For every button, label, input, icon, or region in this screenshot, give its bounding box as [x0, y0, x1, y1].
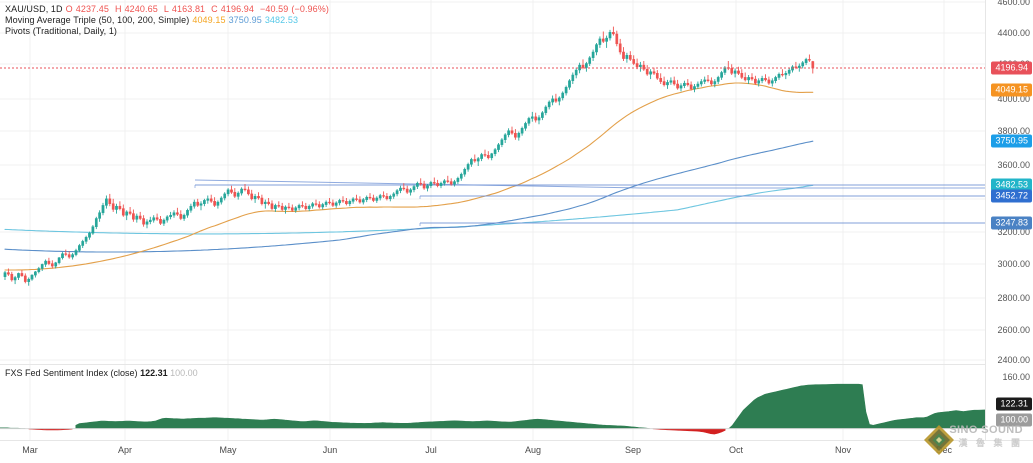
change-value: −40.59 — [260, 4, 289, 14]
time-tick-oct: Oct — [728, 445, 744, 455]
high-label: H 4240.65 — [114, 4, 158, 14]
ma100-value: 3750.95 — [228, 15, 262, 25]
price-badge[interactable]: 3247.83 — [991, 216, 1032, 230]
open-label: O 4237.45 — [65, 4, 109, 14]
price-badge[interactable]: 3482.53 — [991, 178, 1032, 192]
price-pane[interactable]: XAU/USD, 1D O 4237.45 H 4240.65 L 4163.81 C 4196… — [0, 0, 985, 364]
price-tick: 4400.00 — [997, 28, 1030, 38]
time-tick-nov: Nov — [834, 445, 852, 455]
legend-pivots[interactable]: Pivots (Traditional, Daily, 1) — [5, 26, 120, 37]
time-tick-sep: Sep — [624, 445, 642, 455]
time-tick-may: May — [219, 445, 237, 455]
price-tick: 2400.00 — [997, 355, 1030, 365]
indicator-title: FXS Fed Sentiment Index (close) — [5, 368, 138, 378]
legend-indicator[interactable]: FXS Fed Sentiment Index (close) 122.31 1… — [5, 368, 198, 379]
price-tick: 2800.00 — [997, 293, 1030, 303]
legend-moving-average[interactable]: Moving Average Triple (50, 100, 200, Sim… — [5, 15, 301, 26]
price-tick: 3800.00 — [997, 126, 1030, 136]
time-axis[interactable]: Mar Apr May Jun Jul Aug Sep Oct Nov Dec — [0, 440, 1033, 460]
indicator-badge[interactable]: 100.00 — [996, 413, 1032, 427]
time-tick-apr: Apr — [117, 445, 133, 455]
time-tick-aug: Aug — [524, 445, 542, 455]
close-label: C 4196.94 — [211, 4, 254, 14]
change-percent: (−0.96%) — [291, 4, 329, 14]
ma200-value: 3482.53 — [264, 15, 299, 25]
indicator-pane[interactable]: FXS Fed Sentiment Index (close) 122.31 1… — [0, 365, 986, 440]
price-tick: 4600.00 — [997, 0, 1030, 7]
time-tick-dec: Dec — [935, 445, 953, 455]
price-tick: 3200.00 — [997, 227, 1030, 237]
price-tick: 4000.00 — [997, 94, 1030, 104]
price-tick: 3600.00 — [997, 160, 1030, 170]
price-badge[interactable]: 3750.95 — [991, 134, 1032, 148]
price-badge[interactable]: 4196.94 — [991, 61, 1032, 75]
indicator-plot — [0, 365, 986, 440]
legend-ohlc: XAU/USD, 1D O 4237.45 H 4240.65 L 4163.81 C 4196… — [5, 4, 332, 15]
time-tick-jun: Jun — [322, 445, 338, 455]
price-tick: 2600.00 — [997, 325, 1030, 335]
time-tick-jul: Jul — [425, 445, 437, 455]
indicator-baseline: 100.00 — [170, 368, 198, 378]
price-plot — [0, 0, 985, 364]
ma50-value: 4049.15 — [192, 15, 226, 25]
price-badge[interactable]: 3452.72 — [991, 189, 1032, 203]
indicator-badge[interactable]: 122.31 — [996, 397, 1032, 411]
indicator-tick: 160.00 — [1002, 372, 1030, 382]
price-axis[interactable]: 4600.004400.004200.004000.003800.003600.… — [985, 0, 1033, 440]
price-badge[interactable]: 4049.15 — [991, 83, 1032, 97]
time-tick-mar: Mar — [22, 445, 38, 455]
ma-title: Moving Average Triple (50, 100, 200, Sim… — [5, 15, 190, 25]
pane-divider — [0, 364, 985, 365]
symbol-label: XAU/USD, 1D — [5, 4, 63, 14]
indicator-value: 122.31 — [140, 368, 168, 378]
pivots-title: Pivots (Traditional, Daily, 1) — [5, 26, 118, 36]
low-label: L 4163.81 — [163, 4, 206, 14]
price-tick: 3000.00 — [997, 259, 1030, 269]
